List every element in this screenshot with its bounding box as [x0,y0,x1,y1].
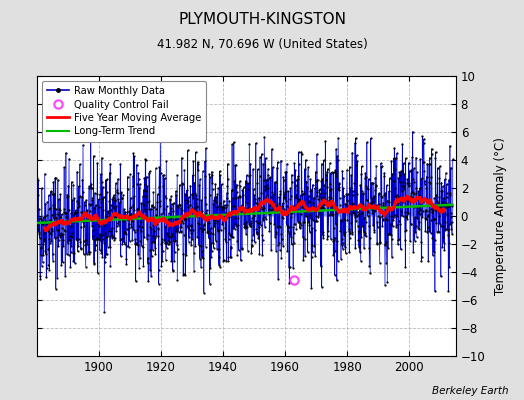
Text: PLYMOUTH-KINGSTON: PLYMOUTH-KINGSTON [178,12,346,27]
Legend: Raw Monthly Data, Quality Control Fail, Five Year Moving Average, Long-Term Tren: Raw Monthly Data, Quality Control Fail, … [42,81,206,142]
Text: Berkeley Earth: Berkeley Earth [432,386,508,396]
Y-axis label: Temperature Anomaly (°C): Temperature Anomaly (°C) [494,137,507,295]
Text: 41.982 N, 70.696 W (United States): 41.982 N, 70.696 W (United States) [157,38,367,51]
